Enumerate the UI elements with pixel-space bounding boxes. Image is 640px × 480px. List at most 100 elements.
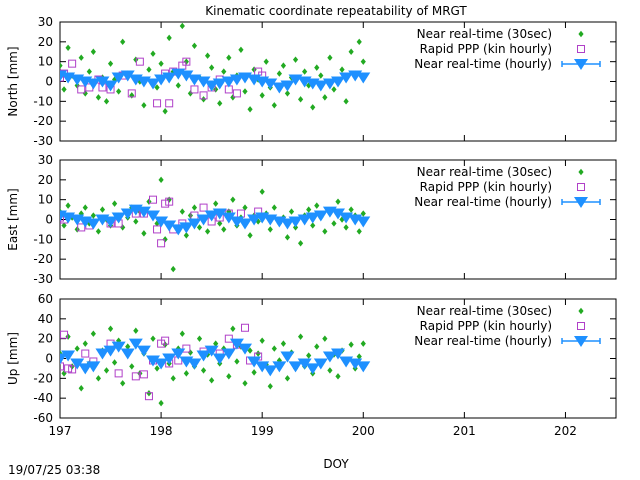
x-tick-label: 200 [352,424,375,438]
data-point [171,348,186,360]
legend-label: Near real-time (30sec) [417,304,552,318]
legend-label: Rapid PPP (kin hourly) [420,319,552,333]
data-point [297,96,304,103]
data-point [61,86,67,93]
data-point [187,212,194,219]
data-point [183,370,189,377]
chart-title: Kinematic coordinate repeatability of MR… [205,4,467,18]
data-point [288,208,295,215]
data-point [272,361,287,373]
data-point [95,76,110,88]
data-series-group [60,176,371,273]
data-point [288,361,303,373]
data-point [162,220,177,232]
data-point [158,399,164,407]
legend-label: Near real-time (hourly) [414,334,552,348]
data-point [162,72,177,84]
data-point [120,70,135,82]
y-tick-label: 0 [45,213,53,227]
data-point [133,327,139,334]
data-point [165,197,174,206]
data-point [179,22,185,30]
data-point [226,54,232,61]
data-point [135,57,144,66]
legend-marker [574,336,588,347]
data-point [212,208,227,220]
y-tick-label: 10 [38,193,53,207]
data-point [331,348,345,360]
data-point [68,365,77,374]
data-point [335,198,341,205]
legend-marker [577,322,585,330]
data-point [183,232,189,239]
data-point [120,208,135,220]
data-point [153,99,162,108]
data-point [146,355,161,367]
data-point [111,341,126,353]
data-point [166,34,172,42]
x-tick-label: 198 [150,424,173,438]
data-point [129,92,135,99]
data-point [183,58,189,65]
data-point [90,330,96,337]
data-point [306,82,312,89]
data-point [322,335,328,342]
data-point [111,359,118,366]
y-axis-label: Up [mm] [6,332,20,385]
data-point [343,98,349,105]
data-point [179,70,194,82]
legend: Near real-time (30sec)Rapid PPP (kin hou… [414,304,601,348]
data-point [280,351,295,363]
data-point [103,367,110,374]
data-point [280,62,287,69]
data-point [259,188,265,195]
data-point [146,210,161,222]
data-point [247,232,253,239]
data-point [95,375,102,382]
data-point [65,333,71,340]
data-point [313,80,328,92]
data-point [144,392,153,401]
data-point [60,330,69,339]
data-point [327,367,333,374]
y-tick-label: 20 [38,332,53,346]
data-point [111,200,118,207]
data-point [86,78,101,90]
data-point [82,90,88,97]
data-point [146,198,152,205]
data-point [60,362,64,371]
data-point [247,214,262,226]
data-point [221,68,227,75]
data-point [259,337,265,344]
data-point [77,85,86,94]
y-tick-label: -10 [33,94,53,108]
data-point [78,54,84,61]
series-diamond [60,22,366,115]
data-point [82,340,88,347]
legend-marker [578,30,584,38]
data-point [95,228,102,235]
data-point [302,68,308,75]
data-point [179,222,194,234]
data-point [267,226,273,233]
y-tick-label: -20 [33,371,53,385]
series-triangle-down [60,204,371,236]
data-point [129,363,135,370]
data-point [280,218,295,230]
legend-label: Rapid PPP (kin hourly) [420,180,552,194]
chart-panel: 30 20 10 0 -10 -20 -30 East [mm] Near real-time … [6,153,617,286]
data-point [170,265,176,273]
data-point [226,373,232,380]
data-point [154,216,169,228]
data-point [171,224,186,236]
data-point [157,239,166,248]
data-point [200,367,207,374]
data-point [141,102,147,109]
data-point [271,102,277,109]
data-point [313,210,328,222]
data-point [348,341,354,348]
data-point [81,349,90,358]
data-point [61,350,76,362]
data-point [187,349,194,356]
data-point [331,86,337,93]
